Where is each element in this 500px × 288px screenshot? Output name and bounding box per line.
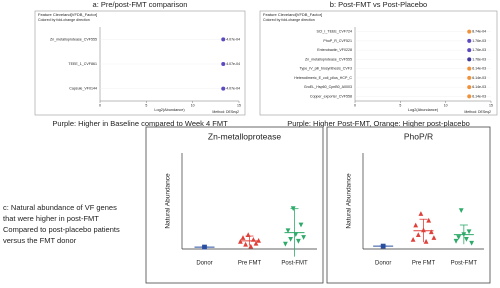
value-label: 6.14e-03 — [472, 85, 486, 89]
data-point — [453, 238, 459, 244]
value-label: 1.76e-03 — [472, 48, 486, 52]
dot — [467, 38, 472, 43]
y-axis-label: Natural Abundance — [165, 173, 172, 229]
y-axis-label: Natural Abundance — [346, 173, 353, 229]
panel-title: PhoP/R — [404, 131, 433, 141]
panel-title: a: Pre/post-FMT comparison — [93, 0, 188, 9]
data-point — [415, 232, 421, 237]
dot — [467, 85, 472, 90]
panel-subheader: Colored by fold-change direction — [38, 18, 90, 22]
panel-frame — [259, 10, 498, 116]
method-note: Method: DESeq2 — [464, 110, 491, 114]
value-label: 1.76e-03 — [472, 57, 486, 61]
value-label: 6.14e-03 — [472, 94, 486, 98]
panel-frame — [34, 10, 246, 116]
dot — [467, 66, 472, 71]
x-tick-label: 10 — [191, 103, 195, 107]
row-label: Copper_exporter_CVF558 — [310, 94, 352, 98]
dot — [467, 75, 472, 80]
data-point — [248, 243, 254, 249]
row-label: PhoP_R_CVF521 — [323, 39, 352, 43]
panel-title: Zn-metalloprotease — [208, 131, 282, 141]
dot — [467, 57, 472, 62]
x-tick-label: 10 — [444, 103, 448, 107]
data-point — [285, 228, 291, 234]
panel-header: Feature Cleveland[VFDB_Factor] — [38, 12, 97, 17]
value-label: 4.07e-04 — [226, 87, 240, 91]
value-label: 6.14e-03 — [472, 67, 486, 71]
panel-title: b: Post-FMT vs Post-Placebo — [330, 0, 427, 9]
data-point — [423, 238, 429, 244]
data-point — [431, 235, 437, 240]
data-point — [296, 238, 301, 244]
row-label: TEEE_1_CVF861 — [68, 62, 97, 66]
data-point — [243, 241, 248, 247]
row-label: Type_IV_pili_biosynthesis_CVF3 — [299, 67, 352, 71]
dot — [221, 37, 226, 42]
row-label: Heterodimeric_E_coli_pilus_HCP_C — [294, 76, 352, 80]
data-point — [410, 237, 416, 242]
x-tick-label: 0 — [354, 103, 356, 107]
x-tick-label: 15 — [237, 103, 241, 107]
data-point — [428, 229, 434, 235]
row-label: Zn_metalloprotease_CVF555 — [305, 57, 352, 61]
panel-caption: Compared to post-placebo patients — [3, 225, 120, 234]
row-label: Capsule_VF0144 — [69, 87, 97, 91]
data-point — [458, 208, 464, 213]
x-tick-label: 5 — [145, 103, 147, 107]
value-label: 4.07e-04 — [226, 37, 240, 41]
row-label: SCI_I_TEEE_CVF724 — [316, 30, 352, 34]
data-point — [301, 235, 306, 240]
x-tick-label: Pre FMT — [238, 261, 262, 267]
data-point — [466, 229, 472, 235]
row-label: GroEL_Hsp60_CpnB0_A0003 — [304, 85, 352, 89]
dot — [221, 62, 226, 66]
x-tick-label: 15 — [489, 103, 493, 107]
data-point — [426, 217, 432, 223]
x-tick-label: Pre FMT — [412, 261, 436, 267]
x-tick-label: 5 — [399, 103, 401, 107]
value-label: 6.14e-03 — [472, 76, 486, 80]
data-point — [253, 240, 259, 246]
panel-caption: Purple: Higher in Baseline compared to W… — [52, 119, 228, 128]
dot — [467, 94, 472, 99]
value-label: 8.74e-04 — [472, 30, 486, 34]
data-point — [413, 222, 419, 228]
dot — [467, 48, 472, 53]
value-label: 4.07e-04 — [226, 62, 240, 66]
x-axis-label: Log2(Abundance) — [154, 108, 185, 112]
data-point — [464, 237, 469, 242]
panel-caption: that were higher in post-FMT — [3, 214, 99, 223]
x-tick-label: Donor — [375, 261, 391, 267]
row-label: Zn_metalloprotease_CVF555 — [50, 37, 97, 41]
panel-subheader: Colored by fold-change direction — [263, 18, 315, 22]
panel-caption: c: Natural abundance of VF genes — [3, 203, 117, 212]
panel-caption: Purple: Higher Post-FMT, Orange: Higher … — [287, 119, 470, 128]
row-label: Enterobactin_VF0228 — [317, 48, 352, 52]
x-tick-label: Donor — [196, 261, 212, 267]
x-tick-label: Post-FMT — [451, 261, 478, 267]
panel-header: Feature Cleveland[VFDB_Factor] — [263, 12, 322, 17]
method-note: Method: DESeq2 — [212, 110, 239, 114]
data-point — [288, 237, 293, 242]
data-point — [283, 241, 288, 247]
value-label: 1.76e-03 — [472, 39, 486, 43]
panel-frame — [326, 126, 491, 284]
dot — [221, 86, 226, 91]
data-point — [240, 235, 246, 240]
dot — [467, 29, 472, 34]
data-point — [456, 235, 462, 240]
panel-caption: versus the FMT donor — [3, 236, 77, 245]
x-tick-label: Post-FMT — [281, 261, 308, 267]
x-axis-label: Log2(Abundance) — [408, 108, 439, 112]
data-point — [418, 211, 424, 216]
panel-frame — [145, 126, 324, 284]
x-tick-label: 0 — [99, 103, 101, 107]
data-point — [469, 240, 475, 246]
data-point — [298, 222, 304, 228]
